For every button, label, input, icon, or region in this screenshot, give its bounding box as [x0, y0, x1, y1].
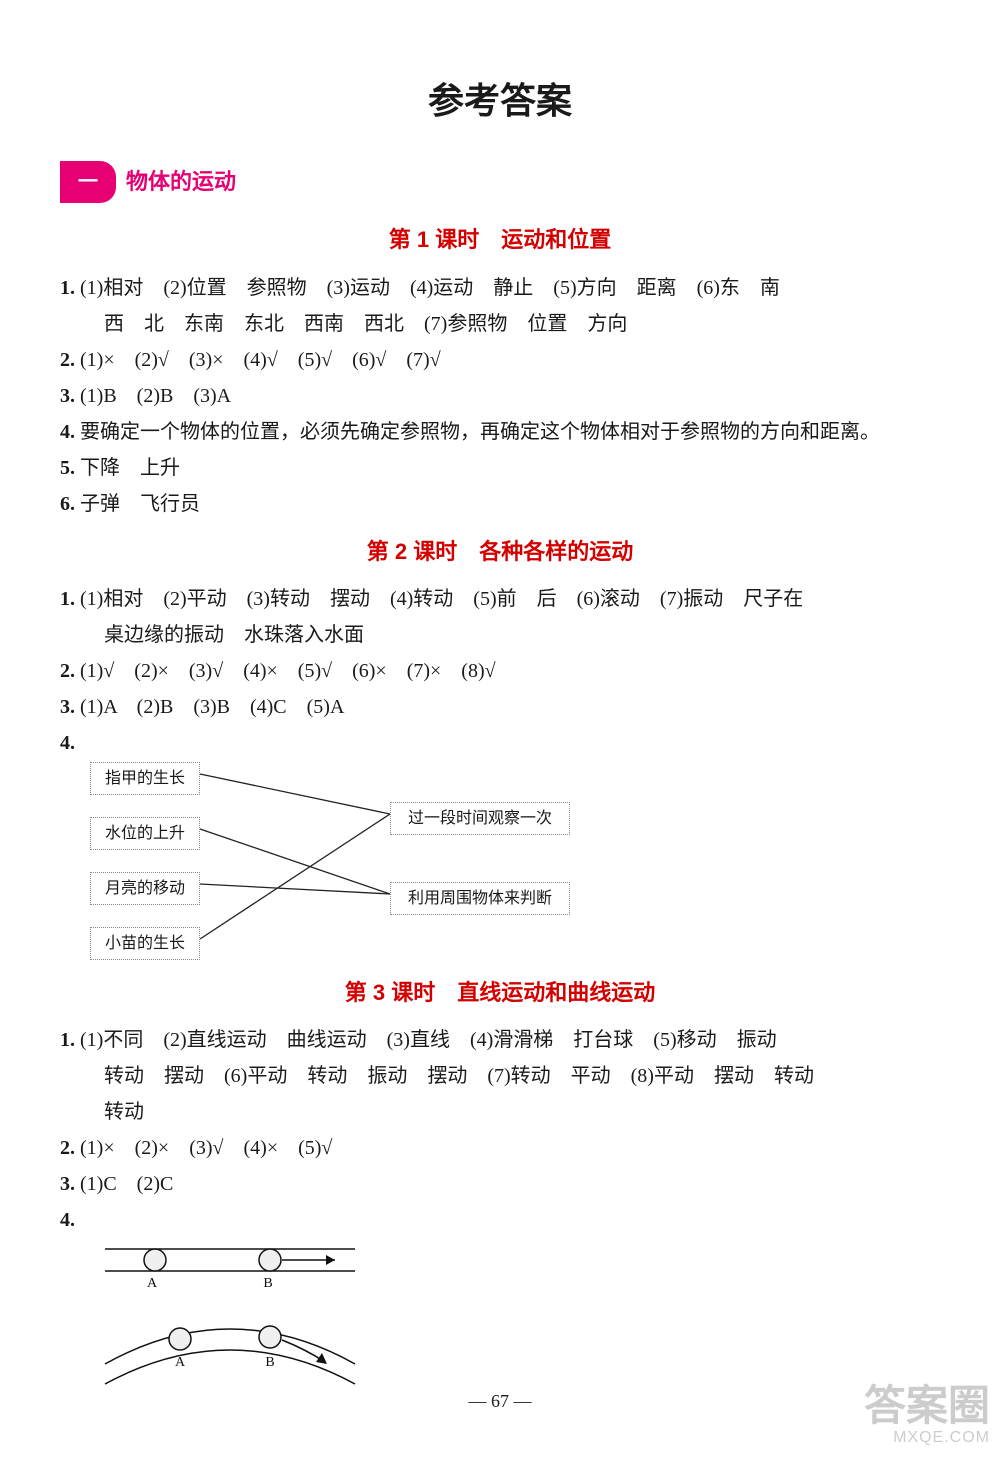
qnum: 5.	[60, 457, 75, 479]
answer-text: (1)A (2)B (3)B (4)C (5)A	[80, 696, 344, 718]
answer-text: (1)B (2)B (3)A	[80, 385, 231, 407]
qnum: 3.	[60, 696, 75, 718]
straight-track-svg: A B	[100, 1239, 360, 1294]
lesson-1-title: 第 1 课时 运动和位置	[60, 221, 940, 258]
label-b: B	[263, 1276, 272, 1291]
lesson-1-answers: 1. (1)相对 (2)位置 参照物 (3)运动 (4)运动 静止 (5)方向 …	[60, 271, 940, 521]
chapter-header: 一 物体的运动	[60, 161, 940, 203]
label-a2: A	[175, 1355, 186, 1370]
curve-track-svg: A B	[100, 1304, 360, 1399]
answer-cont: 西 北 东南 东北 西南 西北 (7)参照物 位置 方向	[60, 307, 940, 341]
straight-track-diagram: A B	[100, 1239, 360, 1294]
answer-cont: 桌边缘的振动 水珠落入水面	[60, 618, 940, 652]
lesson-3-title: 第 3 课时 直线运动和曲线运动	[60, 974, 940, 1011]
lesson-2-answers: 1. (1)相对 (2)平动 (3)转动 摆动 (4)转动 (5)前 后 (6)…	[60, 582, 940, 962]
answer-text: 子弹 飞行员	[80, 493, 200, 515]
match-right-0: 过一段时间观察一次	[390, 802, 570, 835]
qnum: 3.	[60, 385, 75, 407]
answer-text: (1)不同 (2)直线运动 曲线运动 (3)直线 (4)滑滑梯 打台球 (5)移…	[80, 1029, 777, 1051]
qnum: 2.	[60, 1137, 75, 1159]
qnum: 4.	[60, 421, 75, 443]
match-left-2: 月亮的移动	[90, 872, 200, 905]
answer-text: (1)√ (2)× (3)√ (4)× (5)√ (6)× (7)× (8)√	[80, 660, 496, 682]
match-right-1: 利用周围物体来判断	[390, 882, 570, 915]
answer-cont2: 转动	[60, 1095, 940, 1129]
chapter-number-tab: 一	[60, 161, 116, 203]
qnum: 1.	[60, 588, 75, 610]
match-left-0: 指甲的生长	[90, 762, 200, 795]
curve-track-diagram: A B	[100, 1304, 360, 1399]
answer-text: (1)C (2)C	[80, 1173, 173, 1195]
answer-cont: 转动 摆动 (6)平动 转动 振动 摆动 (7)转动 平动 (8)平动 摆动 转…	[60, 1059, 940, 1093]
answer-text: 下降 上升	[80, 457, 180, 479]
qnum: 4.	[60, 732, 75, 754]
lesson-3-answers: 1. (1)不同 (2)直线运动 曲线运动 (3)直线 (4)滑滑梯 打台球 (…	[60, 1023, 940, 1399]
page-number: — 67 —	[0, 1386, 1000, 1417]
answer-text: 要确定一个物体的位置，必须先确定参照物，再确定这个物体相对于参照物的方向和距离。	[80, 421, 880, 443]
match-left-1: 水位的上升	[90, 817, 200, 850]
qnum: 2.	[60, 349, 75, 371]
answer-text: (1)相对 (2)位置 参照物 (3)运动 (4)运动 静止 (5)方向 距离 …	[80, 277, 780, 299]
qnum: 4.	[60, 1209, 75, 1231]
matching-diagram: 指甲的生长 水位的上升 月亮的移动 小苗的生长 过一段时间观察一次 利用周围物体…	[90, 762, 610, 962]
qnum: 1.	[60, 1029, 75, 1051]
label-a: A	[147, 1276, 158, 1291]
label-b2: B	[265, 1355, 274, 1370]
match-left-3: 小苗的生长	[90, 927, 200, 960]
qnum: 2.	[60, 660, 75, 682]
answer-text: (1)× (2)× (3)√ (4)× (5)√	[80, 1137, 332, 1159]
qnum: 3.	[60, 1173, 75, 1195]
answer-text: (1)相对 (2)平动 (3)转动 摆动 (4)转动 (5)前 后 (6)滚动 …	[80, 588, 803, 610]
qnum: 6.	[60, 493, 75, 515]
chapter-title: 物体的运动	[126, 163, 236, 200]
page-title: 参考答案	[60, 70, 940, 131]
lesson-2-title: 第 2 课时 各种各样的运动	[60, 533, 940, 570]
answer-text: (1)× (2)√ (3)× (4)√ (5)√ (6)√ (7)√	[80, 349, 441, 371]
qnum: 1.	[60, 277, 75, 299]
watermark-line2: MXQE.COM	[864, 1429, 990, 1447]
